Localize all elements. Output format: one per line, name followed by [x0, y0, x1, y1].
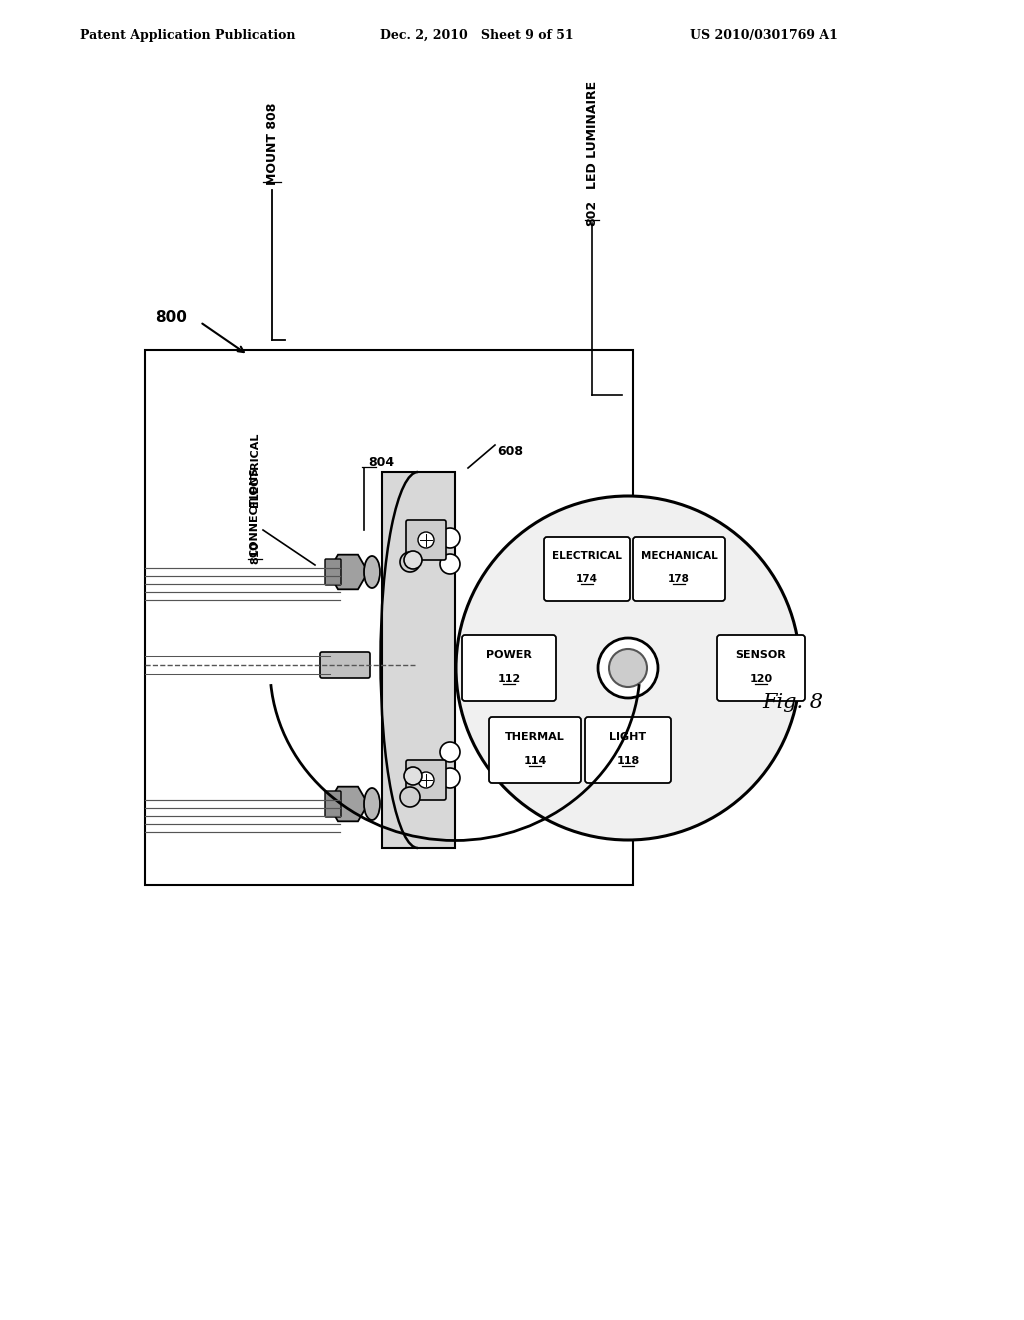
FancyBboxPatch shape	[544, 537, 630, 601]
Text: Fig. 8: Fig. 8	[762, 693, 823, 711]
Polygon shape	[382, 473, 455, 847]
Text: 178: 178	[668, 574, 690, 585]
Text: 118: 118	[616, 756, 640, 766]
Text: ELECTRICAL: ELECTRICAL	[250, 433, 260, 507]
Text: 114: 114	[523, 756, 547, 766]
Ellipse shape	[364, 788, 380, 820]
Text: Dec. 2, 2010   Sheet 9 of 51: Dec. 2, 2010 Sheet 9 of 51	[380, 29, 573, 41]
FancyBboxPatch shape	[325, 791, 341, 817]
Text: LIGHT: LIGHT	[609, 731, 646, 742]
Bar	[145, 350, 633, 884]
FancyBboxPatch shape	[319, 652, 370, 678]
FancyBboxPatch shape	[633, 537, 725, 601]
FancyBboxPatch shape	[325, 558, 341, 585]
Text: MOUNT 808: MOUNT 808	[265, 103, 279, 185]
Text: 800: 800	[155, 310, 186, 325]
Ellipse shape	[364, 556, 380, 587]
Circle shape	[609, 649, 647, 686]
Circle shape	[418, 772, 434, 788]
FancyBboxPatch shape	[462, 635, 556, 701]
Circle shape	[400, 552, 420, 572]
Text: MECHANICAL: MECHANICAL	[641, 552, 718, 561]
Circle shape	[404, 767, 422, 785]
Circle shape	[440, 742, 460, 762]
FancyBboxPatch shape	[406, 760, 446, 800]
Circle shape	[456, 496, 800, 840]
Text: 804: 804	[368, 455, 394, 469]
FancyBboxPatch shape	[585, 717, 671, 783]
FancyBboxPatch shape	[717, 635, 805, 701]
Text: ELECTRICAL: ELECTRICAL	[552, 552, 622, 561]
Circle shape	[404, 550, 422, 569]
Circle shape	[598, 638, 658, 698]
Circle shape	[440, 554, 460, 574]
Circle shape	[440, 768, 460, 788]
Text: THERMAL: THERMAL	[505, 731, 565, 742]
Circle shape	[418, 532, 434, 548]
FancyBboxPatch shape	[406, 520, 446, 560]
Text: 174: 174	[575, 574, 598, 585]
Text: POWER: POWER	[486, 649, 531, 660]
Text: 120: 120	[750, 673, 772, 684]
Circle shape	[440, 528, 460, 548]
FancyBboxPatch shape	[489, 717, 581, 783]
Text: LED LUMINAIRE: LED LUMINAIRE	[586, 81, 598, 189]
Text: CONNECTIONS: CONNECTIONS	[250, 467, 260, 557]
Text: 810: 810	[250, 540, 260, 564]
Text: Patent Application Publication: Patent Application Publication	[80, 29, 296, 41]
Text: 802: 802	[586, 199, 598, 226]
Text: 112: 112	[498, 673, 520, 684]
Text: 608: 608	[497, 445, 523, 458]
Circle shape	[400, 787, 420, 807]
Text: US 2010/0301769 A1: US 2010/0301769 A1	[690, 29, 838, 41]
Text: SENSOR: SENSOR	[735, 649, 786, 660]
